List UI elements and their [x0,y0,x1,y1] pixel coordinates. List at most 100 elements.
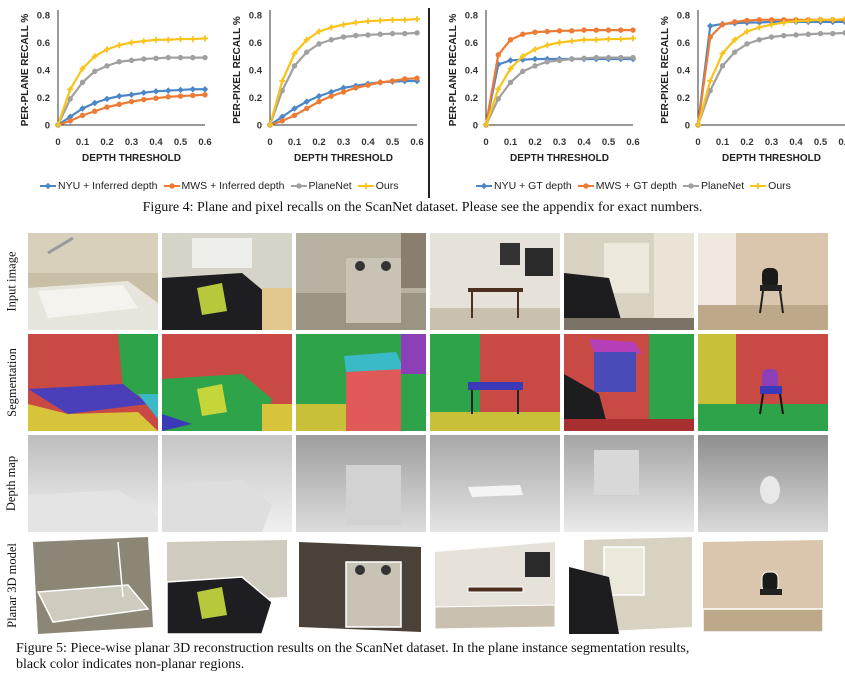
chart-plane-recall-inferred: 0 0.2 0.4 0.6 0.8 0 0.1 0.2 0.3 0.4 0.5 0.6 DEPTH TH… [0,0,215,177]
x-tick-label: 0.1 [716,137,730,148]
row-label-segmentation: Segmentation [4,348,19,417]
input-image-bathtub [28,233,158,330]
data-point [79,65,86,72]
data-point [630,27,636,33]
data-point [291,112,298,119]
legend-swatch-icon [290,183,307,189]
legend-marker [44,182,52,190]
legend-gt-depth: NYU + GT depth MWS + GT depth PlaneNet Ours [476,178,797,194]
y-axis-label: PER-PLANE RECALL % [448,14,459,127]
data-point [177,36,184,43]
legend-swatch-icon [163,183,180,189]
data-point [544,59,550,65]
x-tick-label: 0.6 [838,137,845,148]
data-point [165,54,171,61]
x-tick-label: 0.6 [626,137,639,148]
data-point [780,19,787,26]
y-tick-label: 0.6 [249,38,262,49]
data-point [507,57,514,64]
data-point [744,17,750,24]
data-point [316,41,322,47]
legend-entry: Ours [750,180,791,192]
data-point [267,122,273,128]
data-point [353,32,359,39]
y-tick-label: 0 [257,121,262,132]
data-point [141,56,147,62]
data-point [731,36,738,43]
planar-3d-couch [162,537,292,634]
data-point [328,24,335,31]
row-label-3d-model: Planar 3D model [4,543,19,628]
data-point [581,55,587,62]
legend-marker [688,183,694,189]
depth-map-couch [162,435,292,532]
data-point [544,28,550,35]
legend-swatch-icon [577,183,594,189]
data-point [291,50,298,57]
data-point [829,16,836,23]
input-image-desk [564,233,694,330]
depth-map-chair [698,435,828,532]
data-point [556,28,563,34]
y-tick-label: 0.8 [37,11,50,22]
data-point [377,79,383,86]
y-axis-label: PER-PLANE RECALL % [20,14,31,127]
data-point [91,53,98,60]
data-point [304,105,310,112]
data-point [304,49,310,55]
legend-marker [295,183,302,189]
data-point [618,27,624,33]
data-point [328,37,334,43]
data-point [153,36,159,43]
data-point [389,30,396,37]
data-point [520,68,526,75]
data-point [201,86,209,93]
data-point [495,61,502,68]
data-point [389,16,396,23]
data-point [495,52,501,58]
legend-swatch-icon [750,183,767,189]
legend-entry: Ours [357,180,399,192]
segmentation-table [430,334,560,431]
data-point [79,79,86,86]
legend-entry: PlaneNet [682,180,744,192]
data-point [414,16,420,23]
data-point [695,122,701,128]
data-point [532,63,538,69]
data-point [630,35,636,42]
data-point [744,41,750,47]
y-tick-label: 0 [45,121,50,132]
data-point [401,16,408,23]
data-point [805,17,812,24]
data-point [279,113,286,120]
data-point [569,28,575,34]
data-point [190,92,196,99]
legend-marker [362,183,369,189]
input-image-bins [296,233,426,330]
data-point [103,95,111,103]
data-point [630,54,636,61]
data-point [55,122,61,128]
legend-swatch-icon [40,182,56,190]
data-point [483,122,489,128]
y-tick-label: 0.2 [465,93,478,104]
y-tick-label: 0.4 [677,66,691,77]
data-point [817,30,824,37]
data-point [389,78,396,84]
data-point [507,37,514,43]
legend-entry: MWS + Inferred depth [163,180,285,192]
legend-label: PlaneNet [308,180,352,192]
data-point [402,30,408,37]
input-image-table [430,233,560,330]
x-tick-label: 0.2 [312,137,325,148]
data-point [495,96,501,102]
data-point [328,93,334,99]
data-point [544,55,551,63]
data-point [414,75,420,81]
x-tick-label: 0.4 [361,137,375,148]
data-point [340,89,347,95]
x-tick-label: 0.2 [528,137,541,148]
y-tick-label: 0.2 [249,93,262,104]
series-nyu-gt-depth [482,55,637,129]
planar-3d-desk [564,537,694,634]
